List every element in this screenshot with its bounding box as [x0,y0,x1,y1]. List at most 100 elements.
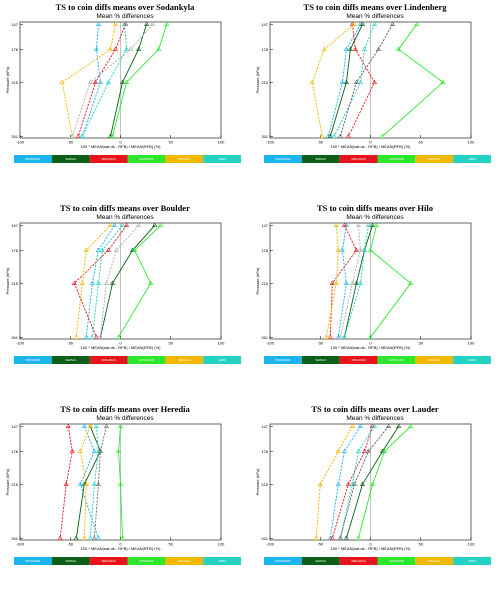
data-point [103,423,109,429]
data-point [357,79,363,85]
data-point [164,21,170,27]
series-line [339,225,361,338]
chart-subtitle: Mean % differences [346,214,404,221]
data-point [87,79,93,85]
legend-label: SHRSLS [316,559,327,563]
data-point [81,535,87,540]
series-group [109,21,170,138]
series-group [355,423,414,540]
legend-label: LMYSCANR [139,358,154,362]
legend-swatch [415,356,454,364]
data-point [396,46,402,51]
series-line [110,24,148,137]
data-point [111,222,117,228]
data-point [376,46,382,51]
data-point [122,21,128,27]
legend-swatch [339,155,378,163]
legend-label: NRPLANAS [102,157,116,161]
legend-label: ADRS [218,358,225,362]
data-point [352,46,358,51]
data-point [333,222,339,228]
data-point [353,280,359,286]
data-point [128,46,134,51]
legend: PROSONDS SHRSLS NRPLANAS LMYSCANR NRS-fromt A… [264,356,491,364]
data-point [124,46,130,51]
x-tick-label: 100 [468,140,475,145]
data-point [440,79,446,85]
legend-swatch [453,356,491,364]
data-point [329,535,335,540]
data-point [132,247,138,252]
legend-label: LMYSCANR [389,559,404,563]
data-point [144,21,150,27]
series-line [382,24,444,137]
legend-label: LMYSCANR [139,157,154,161]
data-point [97,79,103,85]
data-point [349,280,355,286]
legend-label: NRPLANAS [352,358,366,362]
data-point [343,46,349,51]
data-point [361,46,367,51]
legend: PROSONDS SHRSLS NRPLANAS LMYSCANR NRS-fromt A… [14,155,241,163]
data-point [329,280,335,286]
data-point [345,481,351,487]
data-point [99,247,105,252]
x-tick-label: -50 [67,542,74,547]
legend-swatch [264,155,302,163]
data-point [115,448,121,453]
data-point [124,222,130,228]
series-group [77,423,93,540]
data-point [335,481,341,487]
data-point [372,423,378,429]
legend-label: NRPLANAS [102,559,116,563]
data-point [349,423,355,429]
x-tick-label: -100 [16,140,25,145]
series-group [345,21,378,138]
data-point [112,46,118,51]
data-point [319,133,325,138]
legend-swatch [165,557,204,565]
data-point [341,448,347,453]
data-point [365,448,371,453]
chart-title: TS to coin diffs means over Sodankyla [56,2,195,12]
data-point [81,423,87,429]
data-point [120,79,126,85]
series-line [339,426,389,539]
data-point [69,133,75,138]
data-point [327,133,333,138]
legend-label: LMYSCANR [389,157,404,161]
y-axis-label: Pressure (hPa) [5,468,10,496]
chart-subtitle: Mean % differences [96,214,154,221]
data-point [93,423,99,429]
series-group [331,21,378,138]
legend-swatch [165,356,204,364]
chart-subtitle: Mean % differences [96,415,154,422]
data-point [372,79,378,85]
data-point [345,133,351,138]
legend: PROSONDS SHRSLS NRPLANAS LMYSCANR NRS-fromt A… [264,155,491,163]
legend-label: ADRS [218,157,225,161]
y-tick-label: 147 [261,22,268,27]
legend-swatch [14,356,52,364]
legend-label: ADRS [468,157,475,161]
series-line [61,24,116,137]
data-point [380,133,386,138]
legend-swatch [14,155,52,163]
y-tick-label: 215 [261,281,268,286]
data-point [112,21,118,27]
x-tick-label: 0 [369,140,372,145]
data-point [374,222,380,228]
y-tick-label: 147 [11,22,18,27]
legend-label: NRS-fromt [428,559,441,563]
data-point [353,247,359,252]
legend-label: SHRSLS [316,157,327,161]
data-point [120,535,126,540]
chart-svg: TS to coin diffs means over SodankylaMea… [5,2,241,163]
chart-svg: TS to coin diffs means over BoulderMean … [5,203,241,364]
y-axis-label: Pressure (hPa) [5,66,10,94]
data-point [386,423,392,429]
data-point [91,481,97,487]
y-tick-label: 261 [11,134,18,139]
chart-panel-sodankyla: TS to coin diffs means over Sodankyla Mea… [0,0,250,201]
data-point [79,280,85,286]
